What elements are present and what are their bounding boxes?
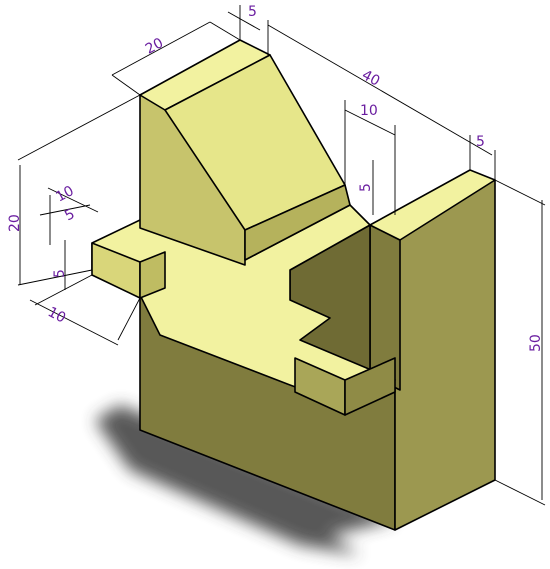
dim-tab-width: 10 (47, 183, 99, 245)
dim-text-slot-depth: 5 (358, 183, 374, 192)
dim-slot-width: 10 (344, 100, 396, 215)
left-tab-side-face (139, 251, 166, 299)
dim-height: 50 (494, 179, 546, 506)
dim-text-overall-length: 40 (359, 67, 382, 89)
dim-text-top-offset: 5 (248, 4, 257, 20)
dim-top-width: 20 (111, 21, 241, 96)
dim-left-height: 20 (7, 94, 141, 286)
dim-tab-height: 5 (52, 240, 68, 290)
dim-right-offset: 5 (469, 134, 496, 180)
dim-text-left-height: 20 (7, 214, 23, 232)
dim-tab-depth: 10 (29, 274, 141, 346)
dim-tab-offset: 5 (39, 204, 91, 224)
dim-text-top-width: 20 (143, 35, 166, 57)
dim-text-tab-depth: 10 (45, 304, 68, 326)
dim-overall-length: 40 (267, 24, 493, 156)
dim-text-tab-width: 10 (53, 183, 76, 205)
dim-text-tab-offset: 5 (62, 206, 77, 224)
dim-text-slot-width: 10 (360, 103, 378, 119)
upper-block-front-face (244, 184, 351, 261)
dim-text-right-offset: 5 (476, 134, 485, 150)
dim-top-offset: 5 (227, 4, 269, 55)
dim-slot-depth: 5 (358, 160, 374, 215)
dim-text-height: 50 (528, 334, 544, 352)
dim-text-tab-height: 5 (52, 269, 68, 278)
right-tab-side-face (344, 357, 396, 416)
